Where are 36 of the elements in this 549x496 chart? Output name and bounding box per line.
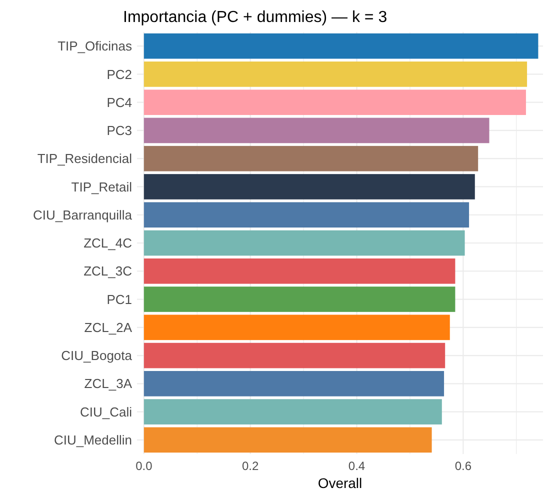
bar: [144, 258, 456, 284]
bar: [144, 230, 465, 256]
y-tick-label: PC4: [106, 94, 132, 110]
y-tick-label: TIP_Oficinas: [58, 38, 132, 54]
y-tick-label: CIU_Bogota: [61, 348, 133, 364]
y-tick-label: PC2: [106, 66, 132, 82]
bar: [144, 146, 478, 172]
x-tick-label: 0.4: [348, 459, 366, 473]
bar: [144, 399, 442, 424]
y-tick-label: CIU_Barranquilla: [33, 207, 133, 222]
bar: [144, 118, 490, 144]
x-tick-label: 0.0: [136, 459, 153, 473]
y-tick-label: ZCL_4C: [84, 236, 132, 251]
x-tick-label: 0.2: [242, 459, 260, 473]
y-tick-label: ZCL_2A: [84, 320, 132, 335]
y-tick-label: CIU_Medellin: [54, 432, 132, 448]
bar: [144, 90, 526, 115]
x-tick-label: 0.6: [454, 459, 472, 473]
y-tick-label: TIP_Residencial: [37, 151, 132, 166]
bar: [144, 342, 446, 368]
y-tick-label: TIP_Retail: [71, 179, 132, 194]
bar: [144, 174, 475, 200]
y-tick-label: PC1: [106, 292, 132, 307]
y-tick-label: ZCL_3C: [84, 264, 132, 279]
chart-title: Importancia (PC + dummies) — k = 3: [123, 9, 388, 26]
y-tick-label: PC3: [106, 123, 132, 138]
bar: [144, 371, 444, 396]
bar: [144, 33, 538, 59]
bar: [144, 427, 432, 453]
bar: [144, 286, 456, 312]
bar: [144, 62, 528, 87]
bar: [144, 314, 450, 340]
y-tick-label: ZCL_3A: [84, 376, 132, 392]
x-axis-title: Overall: [318, 475, 362, 491]
y-tick-label: CIU_Cali: [80, 404, 132, 420]
bar: [144, 202, 470, 228]
